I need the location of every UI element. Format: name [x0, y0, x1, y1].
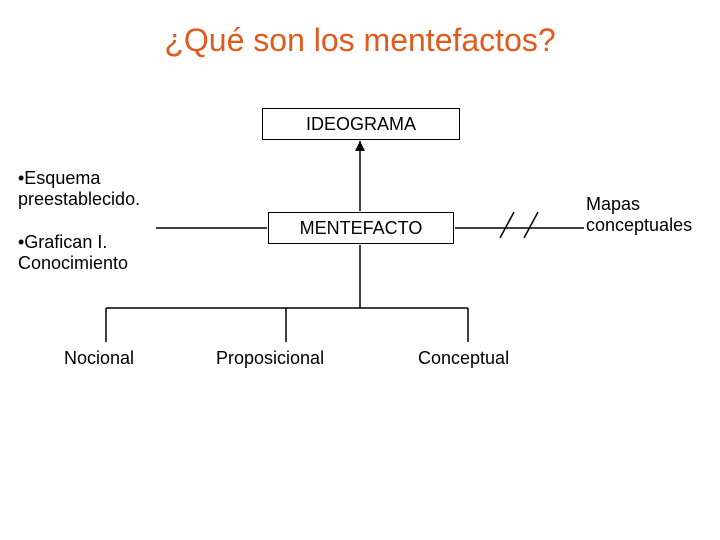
attr-grafican: •Grafican I. Conocimiento	[18, 232, 128, 274]
node-ideograma-label: IDEOGRAMA	[306, 114, 416, 135]
attr-esquema: •Esquema preestablecido.	[18, 168, 140, 210]
child-conceptual: Conceptual	[418, 348, 509, 369]
diagram-canvas: ¿Qué son los mentefactos? IDEOGRAMA MENT…	[0, 0, 720, 540]
node-mentefacto: MENTEFACTO	[268, 212, 454, 244]
child-nocional: Nocional	[64, 348, 134, 369]
node-mentefacto-label: MENTEFACTO	[300, 218, 423, 239]
page-title: ¿Qué son los mentefactos?	[0, 22, 720, 59]
exclusion-mapas: Mapas conceptuales	[586, 194, 692, 236]
child-proposicional: Proposicional	[216, 348, 324, 369]
node-ideograma: IDEOGRAMA	[262, 108, 460, 140]
